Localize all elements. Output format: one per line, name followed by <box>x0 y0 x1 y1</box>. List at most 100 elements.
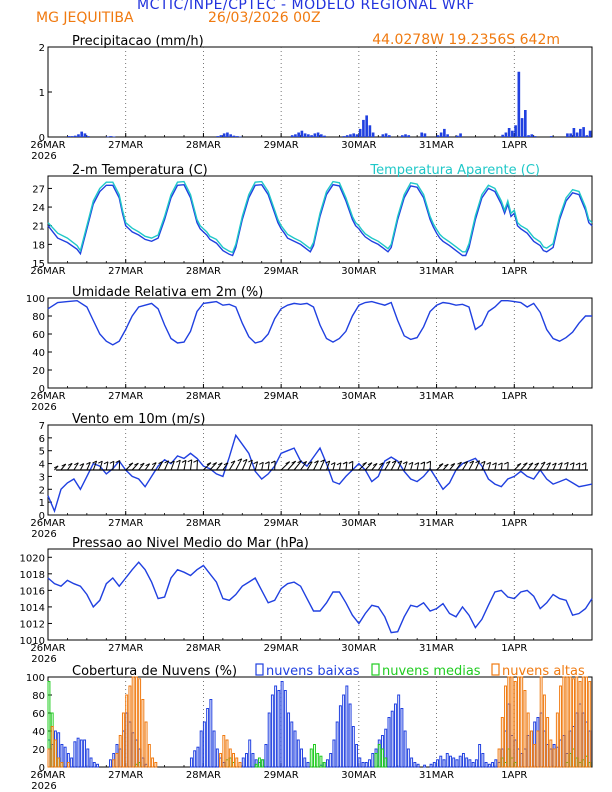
wind-barb-head <box>558 462 563 466</box>
cloud-bar-nuvens-baixas <box>196 746 200 768</box>
cloud-bar-nuvens-altas <box>66 762 70 768</box>
cloud-bar-nuvens-baixas <box>461 753 465 768</box>
wind-barb-head <box>420 461 425 465</box>
precip-bar <box>342 136 346 137</box>
wind-barb <box>177 460 181 471</box>
cloud-bar-nuvens-altas <box>138 678 142 768</box>
wind-barb-head <box>158 461 163 464</box>
cloud-bar-nuvens-baixas <box>280 681 284 768</box>
clouds-y-tick-label: 80 <box>32 691 45 702</box>
cloud-bar-nuvens-altas <box>565 676 569 768</box>
wind-barb-head <box>237 458 242 462</box>
precip-bar <box>511 130 514 137</box>
wind-barb-head <box>170 460 175 464</box>
wind-barb <box>552 462 557 471</box>
wind-barb <box>92 460 98 471</box>
precip-bar <box>368 125 372 137</box>
wind-barb-head <box>187 459 192 463</box>
wind-barb-head <box>516 462 522 466</box>
wind-barb-head <box>134 462 139 466</box>
temp-y-tick-label: 21 <box>32 222 45 233</box>
wind-barb-head <box>581 462 587 466</box>
cloud-bar-nuvens-altas <box>238 762 242 768</box>
cloud-bar-nuvens-altas <box>533 744 537 768</box>
wind-barb <box>319 459 326 471</box>
cloud-bar-nuvens-medias <box>254 763 258 768</box>
cloud-bar-nuvens-altas <box>222 735 226 768</box>
wind-barb <box>203 462 212 471</box>
wind-x-tick-label: 27MAR <box>108 518 143 529</box>
precip-bar <box>407 135 411 137</box>
wind-barb <box>248 459 253 471</box>
cloud-bar-nuvens-baixas <box>449 755 452 768</box>
rh-year-label: 2026 <box>31 402 56 413</box>
pressure-series-line-1 <box>47 561 593 634</box>
wind-barb <box>332 462 336 471</box>
cloud-bar-nuvens-baixas <box>387 717 391 768</box>
cloud-bar-nuvens-baixas <box>215 748 219 768</box>
cloud-bar-nuvens-baixas <box>445 753 449 768</box>
wind-barb <box>410 462 414 471</box>
cloud-bar-nuvens-baixas <box>89 757 93 768</box>
cloud-legend-swatch <box>255 663 264 676</box>
cloud-bar-nuvens-baixas <box>193 750 197 768</box>
cloud-bar-nuvens-altas <box>53 739 57 768</box>
precip-bar <box>404 134 407 137</box>
wind-barb-head <box>128 462 134 466</box>
precip-bar <box>316 132 320 137</box>
wind-year-label: 2026 <box>31 529 56 540</box>
wind-barb-head <box>79 463 84 467</box>
wind-barb-head <box>444 463 449 467</box>
precip-bar <box>313 133 317 137</box>
cloud-bar-nuvens-altas <box>510 676 514 768</box>
wind-barb <box>241 459 248 471</box>
cloud-bar-nuvens-altas <box>575 676 579 768</box>
wind-barb-head <box>270 460 276 464</box>
wind-barb-head <box>348 460 354 464</box>
wind-barb <box>157 461 164 471</box>
wind-barb <box>306 461 313 471</box>
cloud-bar-nuvens-baixas <box>267 712 271 768</box>
main-title: MCTIC/INPE/CPTEC - MODELO REGIONAL WRF <box>137 0 475 13</box>
precip-bar <box>362 119 365 137</box>
clouds-x-tick-label: 28MAR <box>186 770 221 781</box>
wind-barb-head <box>552 462 557 466</box>
wind-barb-head <box>248 459 253 463</box>
cloud-bar-nuvens-altas <box>228 748 232 768</box>
wind-barb-head <box>475 460 480 464</box>
cloud-bar-nuvens-altas <box>134 676 138 768</box>
cloud-bar-nuvens-altas <box>141 699 145 768</box>
precip-bar <box>112 136 116 138</box>
cloud-bar-nuvens-altas <box>115 753 119 768</box>
wind-barb-head <box>564 461 569 465</box>
cloud-bar-nuvens-baixas <box>442 759 446 768</box>
clouds-x-tick-label: 31MAR <box>419 770 454 781</box>
precip-bar <box>352 133 356 137</box>
wind-barb-head <box>193 459 198 463</box>
cloud-bar-nuvens-baixas <box>335 721 339 768</box>
cloud-bar-nuvens-altas <box>559 685 563 768</box>
wind-x-tick-label: 29MAR <box>264 518 299 529</box>
precip-bar <box>229 134 232 137</box>
precip-bar <box>420 132 424 137</box>
precip-bar <box>381 134 385 137</box>
precip-year-label: 2026 <box>31 151 56 162</box>
wind-barb <box>455 461 462 471</box>
precip-bar <box>73 135 77 137</box>
pressure-x-tick-label: 27MAR <box>108 643 143 654</box>
cloud-bar-nuvens-baixas <box>342 694 346 768</box>
clouds-x-tick-label: 1APR <box>501 770 527 781</box>
run-datetime: 26/03/2026 00Z <box>208 10 321 26</box>
cloud-bar-nuvens-medias <box>381 748 384 768</box>
cloud-bar-nuvens-baixas <box>355 744 359 768</box>
wind-barb-head <box>145 463 150 467</box>
cloud-bar-nuvens-baixas <box>274 685 278 768</box>
precip-bar <box>384 133 388 137</box>
wind-barb-head <box>463 461 468 464</box>
wind-barb-head <box>53 465 59 469</box>
rh-frame <box>47 297 593 389</box>
cloud-bar-nuvens-altas <box>588 681 592 768</box>
wind-barb <box>215 462 223 471</box>
cloud-bar-nuvens-baixas <box>484 762 488 768</box>
cloud-bar-nuvens-altas <box>60 762 64 768</box>
